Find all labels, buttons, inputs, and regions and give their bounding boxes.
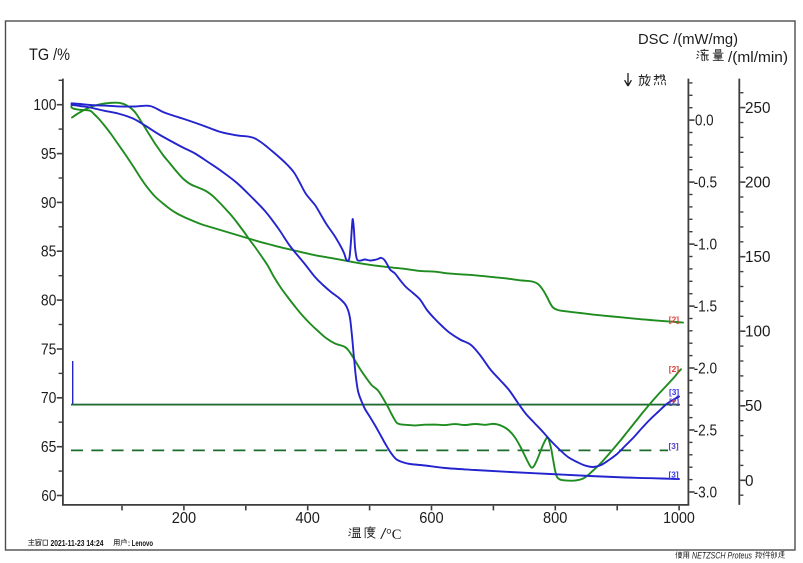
svg-text:-0.5: -0.5 xyxy=(694,175,718,192)
svg-text:[3]: [3] xyxy=(669,388,679,397)
svg-text:95: 95 xyxy=(41,146,57,163)
svg-text:TG /%: TG /% xyxy=(29,46,70,64)
svg-text:/: / xyxy=(380,526,387,543)
svg-text:100: 100 xyxy=(745,324,771,341)
svg-text:60: 60 xyxy=(41,488,56,505)
svg-text:-1.0: -1.0 xyxy=(694,236,718,253)
svg-text:-3.0: -3.0 xyxy=(694,484,718,501)
svg-text:-2.5: -2.5 xyxy=(694,422,718,439)
svg-text:[2]: [2] xyxy=(669,315,679,324)
svg-text:0: 0 xyxy=(745,473,754,490)
svg-text:250: 250 xyxy=(745,100,771,117)
svg-text:0.0: 0.0 xyxy=(695,113,714,130)
svg-text:/(ml/min): /(ml/min) xyxy=(728,49,788,66)
svg-text:200: 200 xyxy=(172,510,197,527)
svg-text:°C: °C xyxy=(386,527,401,543)
svg-text:600: 600 xyxy=(419,510,444,527)
svg-text:65: 65 xyxy=(41,439,57,456)
svg-text:DSC /(mW/mg): DSC /(mW/mg) xyxy=(638,31,738,48)
svg-text:: Lenovo: : Lenovo xyxy=(128,538,153,548)
svg-text:50: 50 xyxy=(745,398,762,415)
svg-text:-1.5: -1.5 xyxy=(694,298,718,315)
svg-text:90: 90 xyxy=(41,195,57,212)
svg-text:80: 80 xyxy=(41,293,57,310)
svg-text:75: 75 xyxy=(41,341,57,358)
svg-text:2021-11-23 14:24: 2021-11-23 14:24 xyxy=(51,538,104,548)
svg-text:1000: 1000 xyxy=(663,510,695,527)
svg-text:100: 100 xyxy=(33,97,56,114)
svg-text:70: 70 xyxy=(41,390,57,407)
svg-text:400: 400 xyxy=(296,510,321,527)
svg-text:200: 200 xyxy=(745,175,771,192)
svg-text:800: 800 xyxy=(543,510,568,527)
svg-text:-2.0: -2.0 xyxy=(694,360,718,377)
svg-text:NETZSCH Proteus: NETZSCH Proteus xyxy=(692,551,752,561)
svg-text:85: 85 xyxy=(41,244,57,261)
svg-text:[3]: [3] xyxy=(669,470,679,479)
svg-text:150: 150 xyxy=(745,249,771,266)
svg-text:[3]: [3] xyxy=(669,442,679,451)
svg-text:[2]: [2] xyxy=(669,365,679,374)
